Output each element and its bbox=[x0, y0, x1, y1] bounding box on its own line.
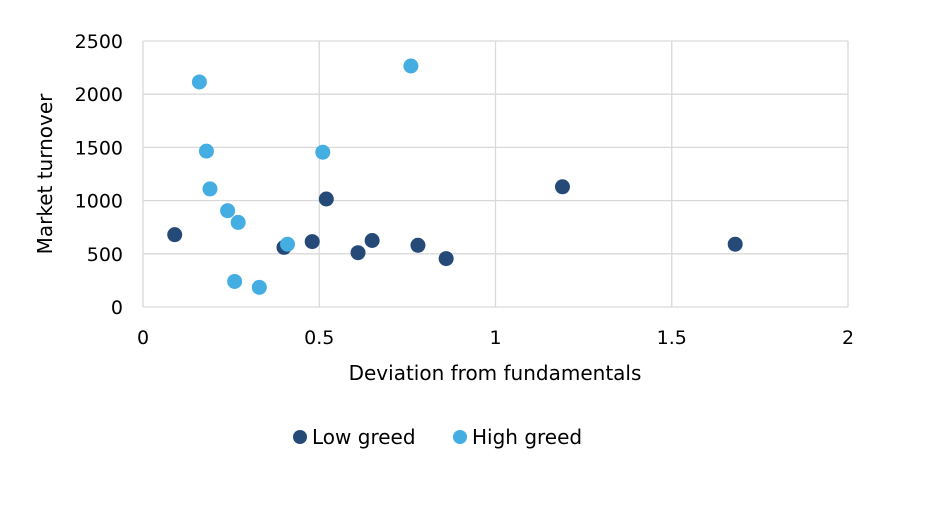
data-point-high-greed bbox=[230, 214, 246, 230]
data-point-high-greed bbox=[251, 279, 267, 295]
data-point-high-greed bbox=[220, 203, 236, 219]
y-tick-label: 1500 bbox=[75, 137, 123, 159]
y-tick-label: 2500 bbox=[75, 31, 123, 53]
x-axis-title: Deviation from fundamentals bbox=[349, 361, 642, 385]
data-point-high-greed bbox=[191, 74, 207, 90]
data-point-high-greed bbox=[198, 143, 214, 159]
grid-lines bbox=[142, 40, 849, 308]
data-point-low-greed bbox=[167, 227, 183, 243]
legend-marker-high-greed bbox=[453, 430, 467, 444]
x-tick-label: 1.5 bbox=[657, 327, 687, 349]
y-tick-label: 500 bbox=[87, 244, 123, 266]
data-point-high-greed bbox=[403, 58, 419, 74]
legend-marker-low-greed bbox=[293, 430, 307, 444]
data-point-low-greed bbox=[318, 191, 334, 207]
tick-labels: 0 500 1000 1500 2000 2500 0 0.5 1 1.5 2 bbox=[75, 31, 854, 349]
x-tick-label: 0 bbox=[137, 327, 149, 349]
y-tick-label: 0 bbox=[111, 297, 123, 319]
data-point-high-greed bbox=[315, 144, 331, 160]
legend: Low greed High greed bbox=[293, 425, 582, 449]
y-axis-title: Market turnover bbox=[33, 93, 57, 255]
data-point-low-greed bbox=[438, 251, 454, 267]
data-point-high-greed bbox=[202, 181, 218, 197]
x-tick-label: 1 bbox=[489, 327, 501, 349]
data-point-high-greed bbox=[227, 273, 243, 289]
data-point-low-greed bbox=[554, 179, 570, 195]
data-point-low-greed bbox=[304, 234, 320, 250]
x-tick-label: 0.5 bbox=[304, 327, 334, 349]
legend-label-high-greed: High greed bbox=[472, 425, 582, 449]
data-point-high-greed bbox=[280, 236, 296, 252]
y-tick-label: 2000 bbox=[75, 84, 123, 106]
data-point-low-greed bbox=[410, 237, 426, 253]
data-point-low-greed bbox=[350, 245, 366, 261]
legend-label-low-greed: Low greed bbox=[312, 425, 416, 449]
data-point-low-greed bbox=[727, 236, 743, 252]
data-point-low-greed bbox=[364, 233, 380, 248]
y-tick-label: 1000 bbox=[75, 191, 123, 213]
data-points bbox=[167, 58, 743, 295]
x-tick-label: 2 bbox=[842, 327, 854, 349]
